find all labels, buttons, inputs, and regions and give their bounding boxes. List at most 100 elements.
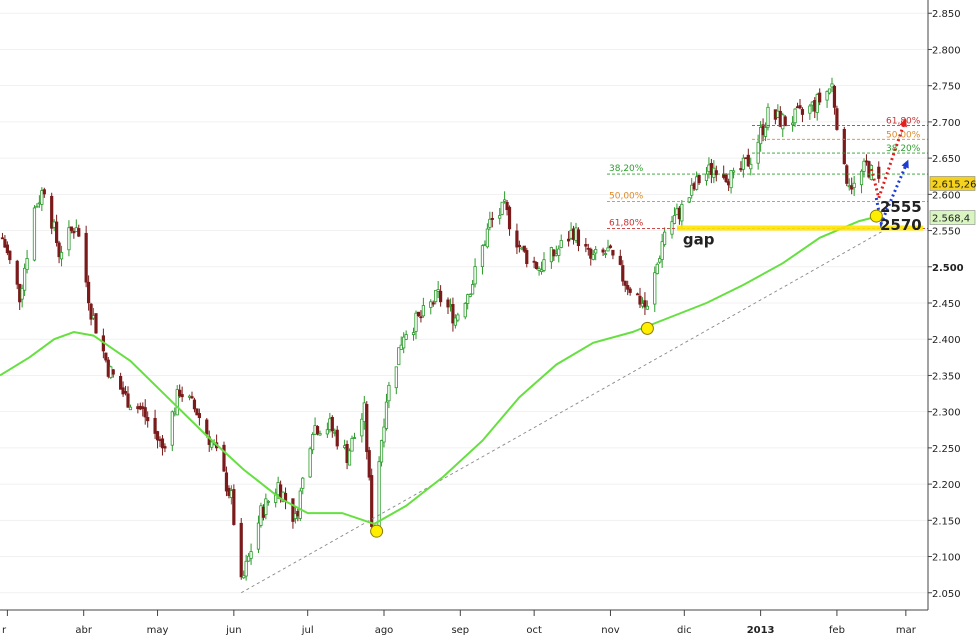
- y-tick-label: 2.550: [932, 227, 961, 238]
- candle-body: [343, 445, 347, 448]
- candle-body: [584, 244, 588, 247]
- candle-body: [749, 163, 753, 170]
- candle-body: [121, 387, 125, 395]
- y-tick-label: 2.050: [932, 589, 961, 600]
- candle-body: [658, 258, 662, 263]
- candle-body: [835, 108, 839, 130]
- candle-body: [335, 429, 339, 447]
- candle-body: [52, 221, 56, 228]
- candle-body: [707, 164, 711, 172]
- candle-body: [793, 108, 797, 124]
- candle-body: [712, 167, 716, 178]
- candle-body: [795, 106, 800, 109]
- candle-body: [798, 105, 802, 109]
- candle-body: [55, 221, 59, 243]
- candle-body: [436, 289, 440, 292]
- candle-body: [859, 170, 864, 186]
- candle-body: [421, 305, 425, 317]
- candle-body: [279, 484, 283, 500]
- candle-body: [362, 402, 366, 423]
- candle-body: [525, 250, 529, 264]
- pivot-marker: [869, 209, 883, 223]
- candle-body: [227, 487, 231, 496]
- gap-label: gap: [683, 231, 715, 249]
- candle-body: [239, 522, 243, 578]
- candle-body: [160, 438, 165, 449]
- y-tick-label: 2.500: [932, 263, 964, 274]
- candle-body: [687, 197, 691, 203]
- candle-body: [333, 431, 337, 434]
- candle-body: [126, 393, 130, 408]
- candle-body: [766, 106, 770, 128]
- x-tick-label: jun: [225, 625, 241, 636]
- y-tick-label: 2.650: [932, 154, 961, 165]
- candle-body: [663, 231, 667, 245]
- candle-body: [35, 205, 39, 208]
- candle-body: [480, 245, 485, 267]
- projection-path: [869, 117, 908, 204]
- price-badge-label: 2.615,26: [932, 179, 976, 190]
- y-tick-label: 2.450: [932, 299, 961, 310]
- candle-body: [222, 444, 226, 472]
- candle-body: [589, 248, 593, 259]
- candle-body: [818, 92, 822, 103]
- candle-body: [862, 160, 866, 172]
- candle-body: [74, 227, 78, 232]
- candle-body: [557, 248, 561, 256]
- candle-body: [466, 294, 470, 304]
- candle-body: [414, 312, 418, 332]
- x-tick-label: dic: [677, 625, 692, 636]
- candle-body: [153, 417, 157, 434]
- candle-body: [431, 302, 435, 305]
- x-tick-label: nov: [601, 625, 619, 636]
- candle-body: [318, 433, 322, 436]
- candle-body: [776, 110, 780, 118]
- candle-body: [608, 245, 613, 248]
- fib-level-label: 61,80%: [609, 218, 644, 228]
- y-tick-label: 2.200: [932, 480, 961, 491]
- candle-body: [308, 448, 312, 478]
- candle-body: [379, 440, 384, 463]
- candle-body: [714, 170, 718, 176]
- candle-body: [677, 207, 681, 220]
- candle-body: [483, 244, 487, 247]
- y-tick-label: 2.400: [932, 335, 961, 346]
- candle-body: [778, 110, 782, 127]
- candle-body: [869, 165, 873, 180]
- candle-body: [842, 128, 846, 165]
- candle-body: [505, 202, 509, 211]
- support-level-label: 2555: [880, 198, 922, 216]
- candle-body: [485, 228, 489, 248]
- candle-body: [569, 229, 573, 239]
- candle-body: [825, 91, 829, 101]
- candle-body: [808, 105, 812, 114]
- candle-body: [404, 334, 408, 340]
- candle-body: [522, 245, 526, 252]
- candle-body: [446, 299, 450, 308]
- candle-body: [672, 215, 677, 224]
- x-tick-label: may: [147, 625, 169, 636]
- x-tick-label: mar: [896, 625, 917, 636]
- candle-body: [416, 311, 421, 317]
- candle-body: [453, 317, 457, 326]
- candle-body: [653, 272, 657, 305]
- candle-body: [761, 124, 765, 136]
- candle-body: [877, 166, 881, 179]
- candle-body: [670, 221, 674, 235]
- price-badge: [929, 210, 976, 225]
- candle-body: [330, 416, 334, 432]
- candle-body: [697, 174, 701, 184]
- candle-body: [456, 314, 460, 321]
- candle-body: [377, 461, 381, 527]
- candle-body: [704, 173, 709, 182]
- candle-body: [205, 419, 209, 435]
- candle-body: [468, 294, 472, 297]
- candle-body: [815, 94, 819, 113]
- candle-body: [473, 266, 477, 285]
- candle-body: [741, 157, 745, 170]
- candle-body: [867, 161, 871, 178]
- candle-body: [709, 163, 713, 175]
- candle-body: [463, 303, 467, 318]
